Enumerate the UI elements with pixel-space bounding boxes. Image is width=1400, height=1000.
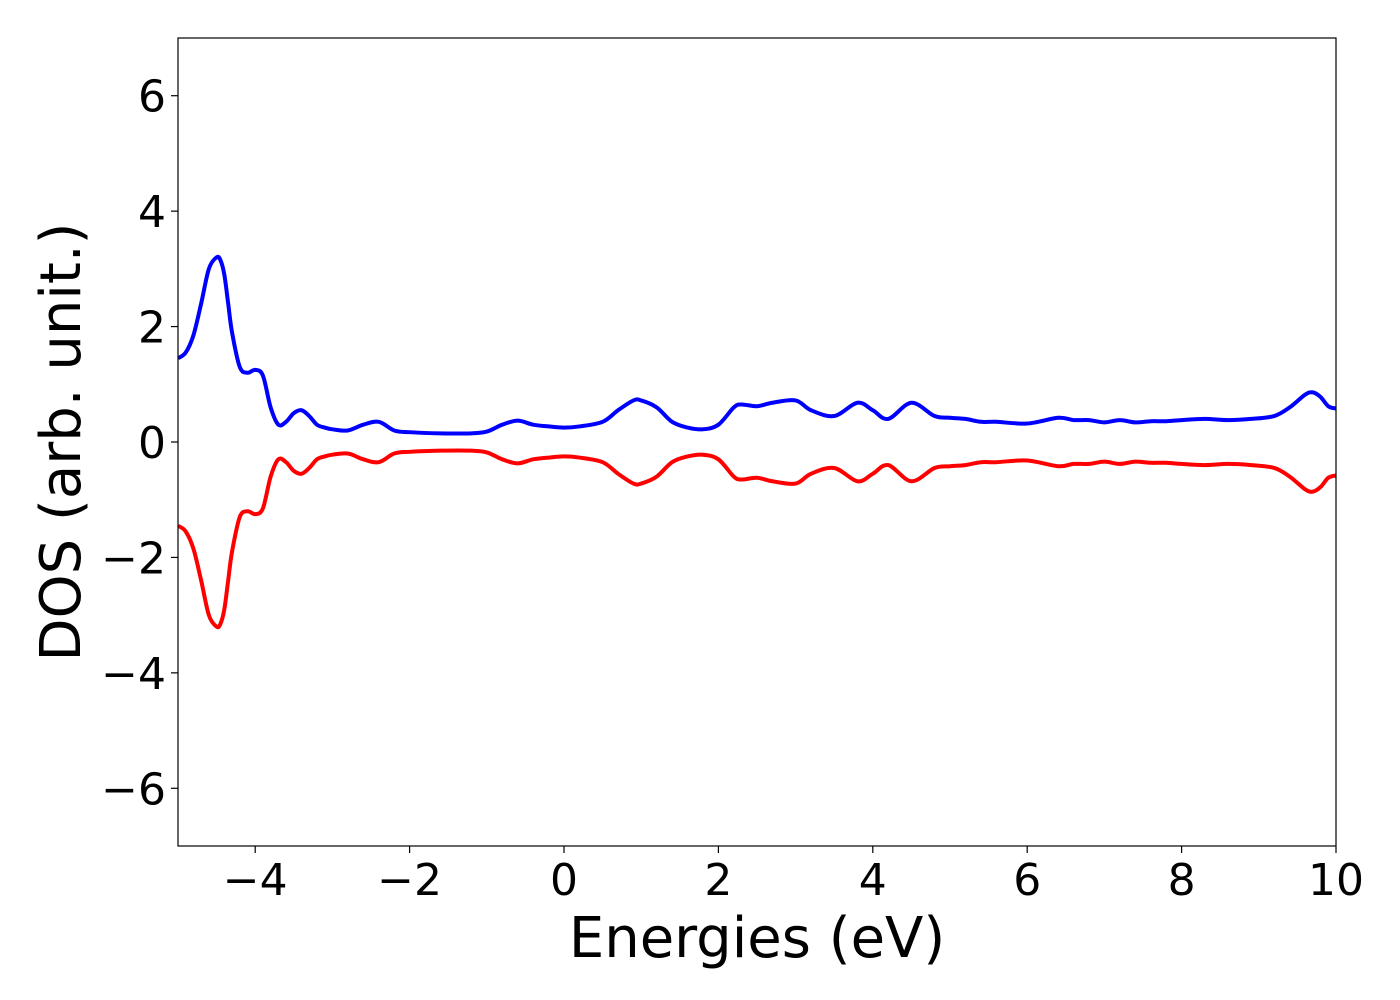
series-layer [178,254,1336,630]
x-tick-label: 2 [704,855,732,906]
x-tick-label: 10 [1308,855,1364,906]
y-axis: −6 −4 −2 0 2 4 6 [101,72,178,815]
y-tick-label: −4 [101,649,166,700]
x-tick-label: 0 [550,855,578,906]
x-tick-label: 8 [1168,855,1196,906]
series-line-spin-down [178,448,1336,630]
y-tick-label: −6 [101,764,166,815]
series-line-spin-up [178,254,1336,436]
y-tick-label: −2 [101,533,166,584]
y-tick-label: 0 [138,418,166,469]
y-tick-label: 2 [138,303,166,354]
y-axis-title: DOS (arb. unit.) [29,222,94,661]
y-tick-label: 4 [138,187,166,238]
x-tick-label: 6 [1013,855,1041,906]
x-axis: −4 −2 0 2 4 6 8 10 [223,846,1364,906]
x-tick-label: −4 [223,855,288,906]
x-axis-title: Energies (eV) [569,906,945,971]
x-tick-label: 4 [859,855,887,906]
x-tick-label: −2 [377,855,442,906]
plot-background [178,38,1336,846]
y-tick-label: 6 [138,72,166,123]
